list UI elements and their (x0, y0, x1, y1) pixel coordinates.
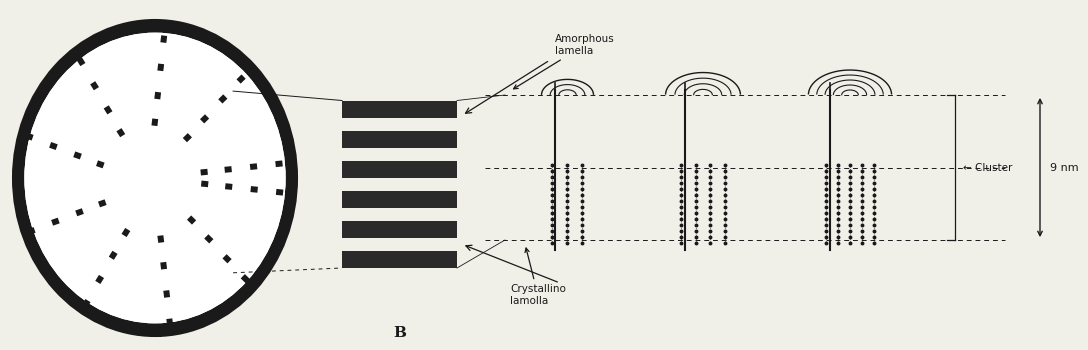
Bar (73, 152, 82, 159)
Bar (183, 133, 191, 142)
Text: ← Cluster: ← Cluster (963, 162, 1012, 173)
Bar (166, 318, 173, 326)
Ellipse shape (124, 143, 186, 213)
Bar (201, 181, 209, 187)
Ellipse shape (147, 168, 163, 188)
Bar (82, 299, 90, 308)
Bar (250, 163, 258, 170)
Bar (200, 114, 209, 124)
Bar (240, 274, 250, 283)
Bar (276, 189, 283, 196)
Bar (25, 133, 34, 141)
Bar (75, 208, 84, 216)
Bar (342, 251, 457, 268)
Ellipse shape (50, 61, 260, 295)
Bar (96, 275, 104, 284)
Bar (160, 35, 168, 43)
Ellipse shape (102, 120, 208, 237)
Bar (103, 105, 112, 114)
Text: B: B (393, 326, 406, 340)
Ellipse shape (84, 99, 226, 257)
Bar (219, 94, 227, 104)
Ellipse shape (112, 131, 198, 225)
Bar (205, 234, 213, 244)
Text: A: A (149, 326, 161, 340)
Ellipse shape (24, 33, 286, 323)
Bar (200, 169, 208, 175)
Bar (90, 81, 99, 90)
Bar (187, 216, 196, 225)
Bar (222, 254, 232, 263)
Ellipse shape (134, 154, 176, 202)
Bar (27, 227, 36, 235)
Bar (250, 186, 258, 193)
Text: Amorphous
lamella: Amorphous lamella (514, 34, 615, 89)
Bar (163, 290, 170, 298)
Ellipse shape (94, 110, 217, 246)
Bar (109, 251, 118, 260)
Ellipse shape (38, 48, 271, 308)
Ellipse shape (63, 75, 247, 281)
Bar (342, 190, 457, 208)
Ellipse shape (94, 110, 217, 246)
Ellipse shape (134, 154, 176, 202)
Bar (158, 63, 164, 71)
Bar (160, 262, 168, 270)
Bar (122, 228, 131, 237)
Bar (342, 220, 457, 238)
Bar (51, 218, 60, 226)
Ellipse shape (24, 33, 286, 323)
Bar (342, 161, 457, 178)
Ellipse shape (50, 61, 260, 295)
Bar (158, 235, 164, 243)
Bar (275, 160, 283, 167)
Bar (76, 57, 86, 66)
Ellipse shape (74, 88, 236, 268)
Ellipse shape (13, 20, 297, 336)
Bar (116, 128, 125, 137)
Bar (236, 75, 246, 84)
Bar (96, 160, 104, 168)
Text: 9 nm: 9 nm (1050, 162, 1078, 173)
Bar (154, 92, 161, 99)
Bar (98, 199, 107, 207)
Bar (342, 131, 457, 148)
Ellipse shape (112, 131, 198, 225)
Bar (342, 100, 457, 118)
Bar (151, 118, 158, 126)
Bar (224, 166, 232, 173)
Text: Crystallino
lamolla: Crystallino lamolla (510, 248, 566, 306)
Bar (49, 142, 58, 150)
Ellipse shape (13, 20, 297, 336)
Bar (225, 183, 233, 190)
Ellipse shape (74, 88, 236, 268)
